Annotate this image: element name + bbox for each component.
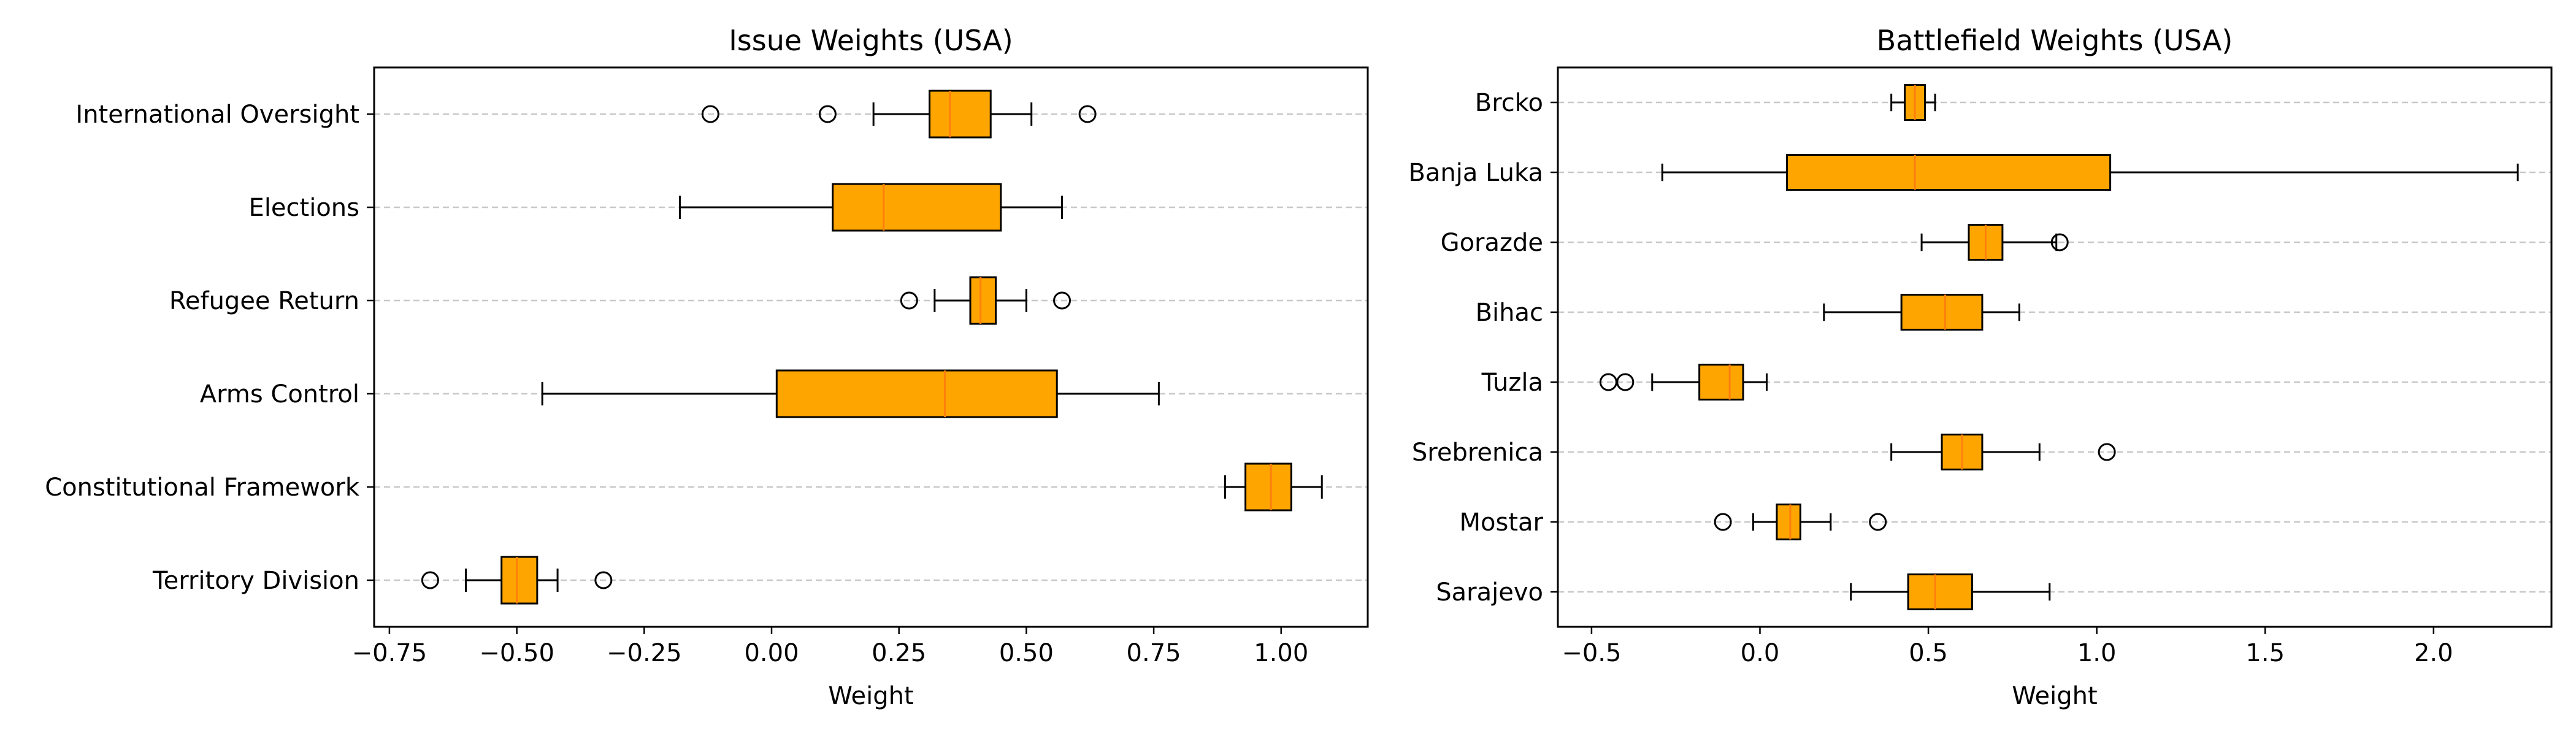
y-tick-label: Sarajevo <box>1436 578 1543 607</box>
iqr-box <box>1907 573 1973 610</box>
y-tick-label: Tuzla <box>1481 369 1543 397</box>
box-international-oversight: International Oversight <box>75 90 1368 139</box>
y-tick-label: Elections <box>249 194 359 222</box>
box-arms-control: Arms Control <box>200 369 1368 418</box>
iqr-box <box>1698 364 1744 401</box>
plot-frame <box>373 66 1369 628</box>
y-tick-label: Srebrenica <box>1412 439 1543 467</box>
box-refugee-return: Refugee Return <box>169 276 1368 325</box>
x-tick-label: 0.25 <box>872 639 926 667</box>
box-sarajevo: Sarajevo <box>1436 573 2551 610</box>
y-tick-label: Bihac <box>1476 299 1543 327</box>
iqr-box <box>775 369 1058 418</box>
box-banja-luka: Banja Luka <box>1408 154 2551 191</box>
x-tick-label: 0.50 <box>999 639 1054 667</box>
box-constitutional-framework: Constitutional Framework <box>45 462 1368 512</box>
y-tick-label: Arms Control <box>200 380 359 408</box>
outlier-point <box>1053 291 1071 310</box>
outlier-point <box>421 571 439 589</box>
outlier-point <box>1869 513 1887 531</box>
x-tick-label: −0.25 <box>607 639 682 667</box>
x-tick-label: 1.00 <box>1254 639 1308 667</box>
y-tick-label: Gorazde <box>1441 229 1543 257</box>
x-tick-label: 1.5 <box>2245 639 2285 667</box>
outlier-point <box>594 571 613 589</box>
plot-frame <box>1557 66 2553 628</box>
x-tick-label: 2.0 <box>2414 639 2453 667</box>
x-tick-label: 0.0 <box>1741 639 1780 667</box>
box-gorazde: Gorazde <box>1441 224 2551 261</box>
box-brcko: Brcko <box>1475 84 2551 121</box>
outlier-point <box>1714 513 1732 531</box>
y-tick-label: International Oversight <box>75 101 359 129</box>
box-bihac: Bihac <box>1476 294 2551 331</box>
x-tick-label: 1.0 <box>2077 639 2117 667</box>
outlier-point <box>2050 233 2069 251</box>
box-srebrenica: Srebrenica <box>1412 434 2551 470</box>
x-tick-label: 0.75 <box>1127 639 1181 667</box>
iqr-box <box>1900 294 1984 331</box>
iqr-box <box>832 183 1002 232</box>
box-territory-division: Territory Division <box>152 556 1368 605</box>
box-tuzla: Tuzla <box>1481 364 2551 401</box>
x-tick-label: −0.50 <box>479 639 554 667</box>
plot-area: International Oversight Elections Refugee … <box>45 66 1369 667</box>
y-tick-label: Constitutional Framework <box>45 473 360 502</box>
y-tick-label: Brcko <box>1475 89 1543 117</box>
outlier-point <box>818 105 837 123</box>
outlier-point <box>900 291 918 310</box>
iqr-box <box>969 276 997 325</box>
iqr-box <box>1244 462 1292 512</box>
y-tick-label: Territory Division <box>152 567 359 595</box>
x-tick-label: 0.5 <box>1909 639 1948 667</box>
box-elections: Elections <box>249 183 1368 232</box>
iqr-box <box>1776 504 1801 540</box>
iqr-box <box>1785 154 2112 191</box>
iqr-box <box>500 556 539 605</box>
x-axis-label: Weight <box>2012 682 2097 710</box>
x-axis-label: Weight <box>828 682 913 710</box>
x-tick-label: −0.75 <box>352 639 427 667</box>
outlier-point <box>2098 443 2116 461</box>
outlier-point <box>1616 373 1635 391</box>
y-tick-label: Banja Luka <box>1408 159 1543 187</box>
plot-area: Brcko Banja Luka Gorazde Bihac Tuzla Srebreni… <box>1408 66 2553 667</box>
chart-title: Battlefield Weights (USA) <box>1877 24 2233 57</box>
iqr-box <box>929 90 992 139</box>
y-tick-label: Mostar <box>1460 508 1544 537</box>
x-tick-label: −0.5 <box>1562 639 1621 667</box>
panel-battlefield-weights: Battlefield Weights (USA) Brcko Banja Luk… <box>1408 24 2553 710</box>
panel-issue-weights: Issue Weights (USA) International Oversi… <box>45 24 1369 710</box>
y-tick-label: Refugee Return <box>169 287 359 315</box>
outlier-point <box>701 105 719 123</box>
box-mostar: Mostar <box>1460 504 2551 540</box>
x-tick-label: 0.00 <box>744 639 799 667</box>
chart-title: Issue Weights (USA) <box>729 24 1013 57</box>
outlier-point <box>1078 105 1097 123</box>
